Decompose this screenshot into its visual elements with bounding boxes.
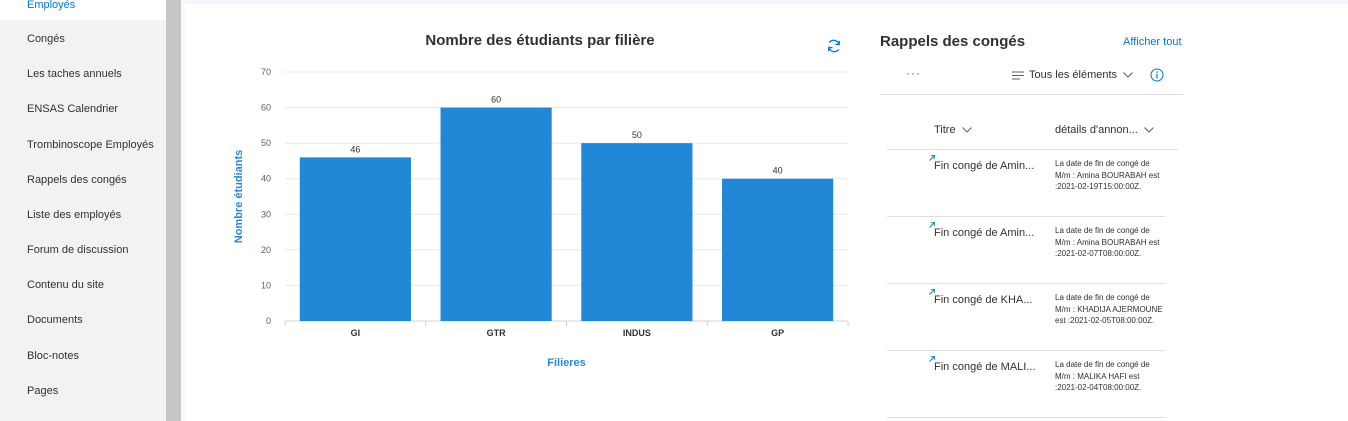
list-view-icon: [1012, 71, 1024, 79]
nav-item-contenu-site[interactable]: Contenu du site: [0, 270, 166, 300]
nav-item-label: Trombinoscope Employés: [27, 139, 154, 151]
nav-item-label: Documents: [27, 314, 83, 326]
new-item-icon: [929, 289, 935, 295]
nav-item-label: Bloc-notes: [27, 350, 79, 362]
info-icon[interactable]: [1150, 68, 1164, 82]
y-tick-label: 30: [261, 209, 271, 219]
y-axis-title: Nombre étudiants: [233, 150, 245, 244]
view-selector-label: Tous les éléments: [1029, 69, 1118, 81]
nav-item-label: Contenu du site: [27, 279, 105, 291]
list-row[interactable]: Fin congé de KHA... La date de fin de co…: [887, 284, 1165, 351]
divider: [181, 0, 185, 421]
column-header-label: Titre: [934, 124, 956, 136]
chevron-down-icon: [1123, 72, 1133, 78]
row-title[interactable]: Fin congé de MALI...: [934, 361, 1036, 373]
y-tick-label: 50: [261, 138, 271, 148]
nav-item-forum[interactable]: Forum de discussion: [0, 235, 166, 265]
data-label: 40: [773, 166, 783, 176]
row-detail: La date de fin de congé de M/m : MALIKA …: [1055, 360, 1150, 392]
toolbar-divider: [880, 94, 1184, 95]
chart-title: Nombre des étudiants par filière: [425, 32, 655, 49]
show-all-link[interactable]: Afficher tout: [1123, 36, 1182, 48]
y-tick-label: 20: [261, 245, 271, 255]
nav-item-label: Les taches annuels: [27, 68, 122, 80]
row-title[interactable]: Fin congé de Amin...: [934, 227, 1035, 239]
x-axis-title: Filieres: [547, 357, 586, 369]
y-tick-label: 70: [261, 67, 271, 77]
column-header-details[interactable]: détails d'annon...: [1055, 124, 1154, 136]
nav-item-documents[interactable]: Documents: [0, 305, 166, 335]
new-item-icon: [929, 155, 935, 161]
nav-item-employes[interactable]: Employés: [0, 0, 166, 20]
x-tick-label: GP: [771, 328, 784, 338]
top-divider: [185, 0, 1348, 4]
data-label: 46: [350, 144, 360, 154]
row-detail: La date de fin de congé de M/m : Amina B…: [1055, 159, 1160, 191]
y-tick-label: 10: [261, 280, 271, 290]
column-header-titre[interactable]: Titre: [934, 124, 972, 136]
row-title[interactable]: Fin congé de Amin...: [934, 160, 1035, 172]
bar: [299, 157, 411, 321]
data-label: 50: [632, 130, 642, 140]
nav-item-conges[interactable]: Congés: [0, 24, 166, 54]
nav-item-rappels-conges[interactable]: Rappels des congés: [0, 165, 166, 195]
nav-item-label: Pages: [27, 385, 59, 397]
nav-item-trombinoscope[interactable]: Trombinoscope Employés: [0, 130, 166, 160]
nav-item-ensas-calendrier[interactable]: ENSAS Calendrier: [0, 94, 166, 124]
x-tick-label: INDUS: [623, 328, 651, 338]
view-selector[interactable]: Tous les éléments: [1012, 69, 1138, 81]
nav-item-taches-annuels[interactable]: Les taches annuels: [0, 59, 166, 89]
more-options-button[interactable]: ···: [906, 66, 921, 80]
column-header-label: détails d'annon...: [1055, 124, 1138, 136]
row-detail: La date de fin de congé de M/m : KHADIJA…: [1055, 293, 1163, 325]
sidebar-scrollbar[interactable]: [166, 0, 181, 421]
chevron-down-icon: [1143, 127, 1154, 133]
chevron-down-icon: [961, 127, 972, 133]
nav-item-label: ENSAS Calendrier: [27, 103, 119, 115]
nav-item-label: Congés: [27, 33, 65, 45]
y-tick-label: 40: [261, 174, 271, 184]
new-item-icon: [929, 356, 935, 362]
x-tick-label: GI: [351, 328, 361, 338]
y-tick-label: 0: [266, 316, 271, 326]
x-tick-label: GTR: [487, 328, 506, 338]
list-row[interactable]: Fin congé de MALI... La date de fin de c…: [887, 351, 1165, 418]
list-title: Rappels des congés: [880, 33, 1026, 50]
y-tick-label: 60: [261, 103, 271, 113]
bar: [440, 107, 552, 321]
nav-item-label: Rappels des congés: [27, 174, 127, 186]
row-detail: La date de fin de congé de M/m : Amina B…: [1055, 226, 1160, 258]
nav-item-label: Forum de discussion: [27, 244, 129, 256]
new-item-icon: [929, 222, 935, 228]
bar: [581, 143, 693, 321]
list-row[interactable]: Fin congé de Amin... La date de fin de c…: [887, 150, 1165, 217]
refresh-icon[interactable]: [826, 38, 842, 54]
left-navigation: Employés Congés Les taches annuels ENSAS…: [0, 0, 166, 421]
nav-item-label: Employés: [27, 0, 76, 11]
header-divider: [887, 149, 1178, 150]
nav-item-label: Liste des employés: [27, 209, 122, 221]
list-row[interactable]: Fin congé de Amin... La date de fin de c…: [887, 217, 1165, 284]
nav-item-liste-employes[interactable]: Liste des employés: [0, 200, 166, 230]
row-title[interactable]: Fin congé de KHA...: [934, 294, 1033, 306]
bar-chart: 0 10 20 30 40 50 60 70 46 GI 60 GTR 50 INDUS 40 GP Filie…: [233, 67, 849, 369]
bar: [722, 178, 834, 321]
nav-item-pages[interactable]: Pages: [0, 376, 166, 406]
nav-item-bloc-notes[interactable]: Bloc-notes: [0, 341, 166, 371]
data-label: 60: [491, 95, 501, 105]
